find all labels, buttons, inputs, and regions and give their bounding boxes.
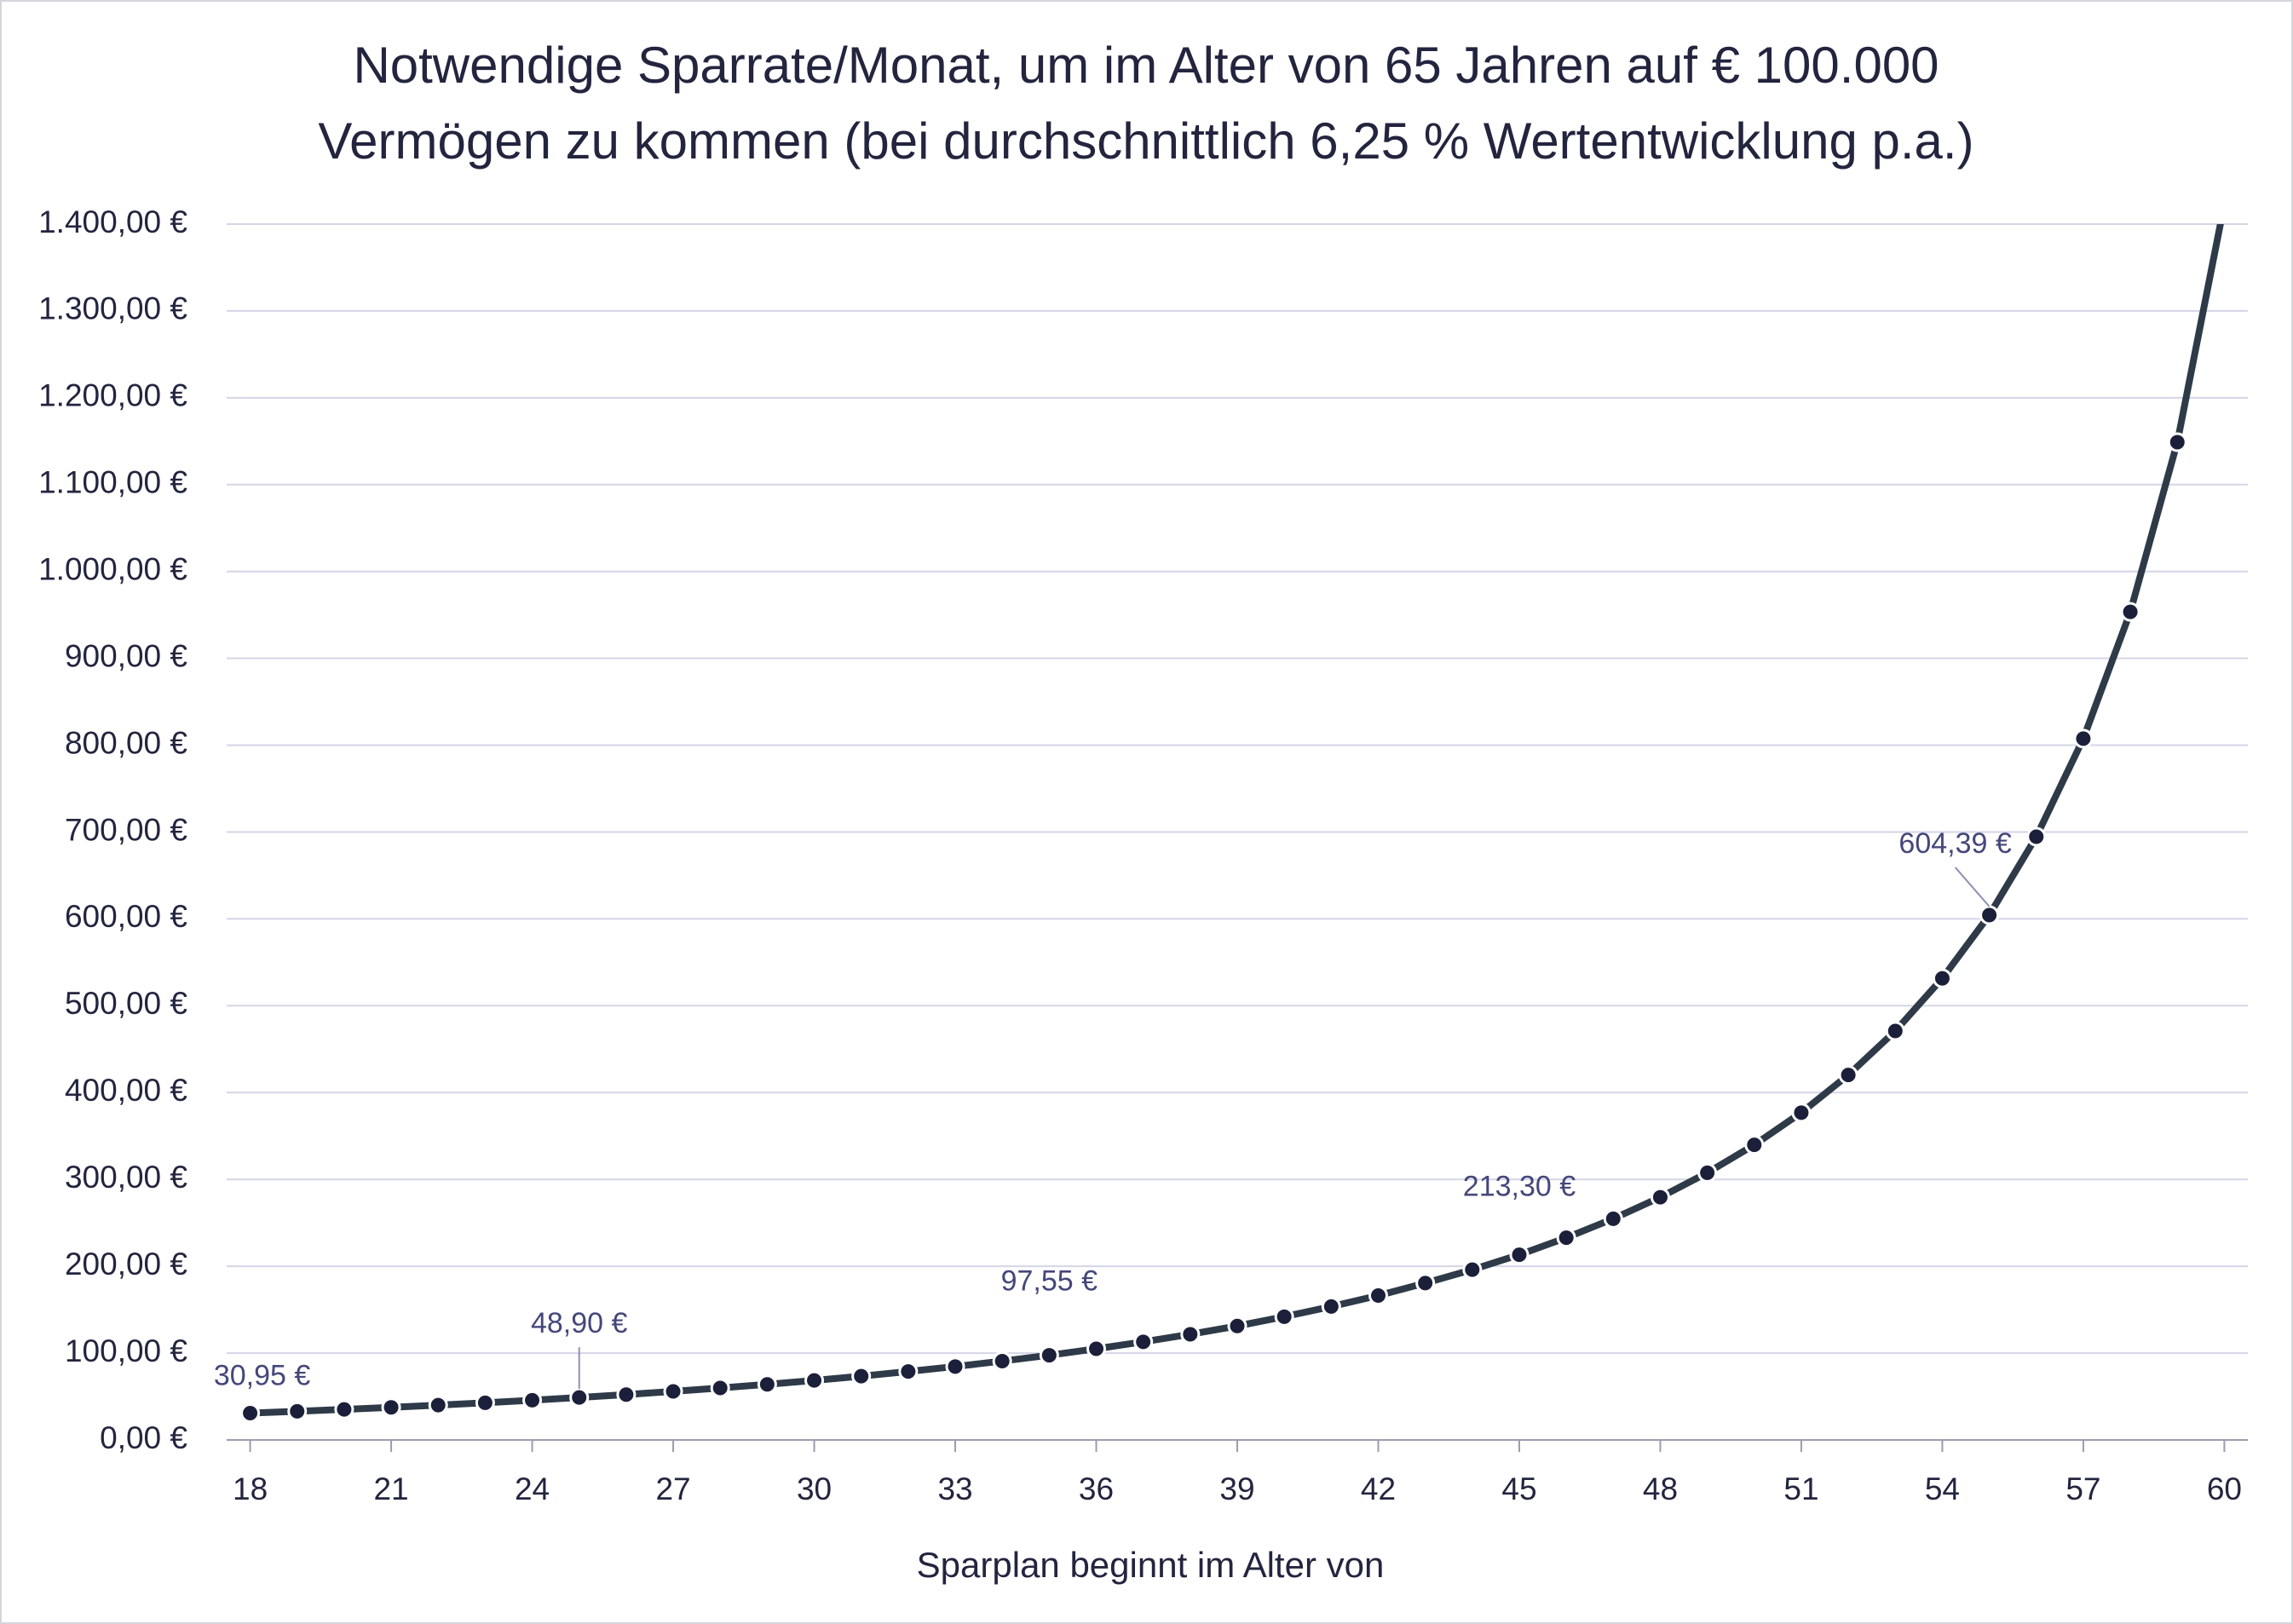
plot-area — [240, 224, 2224, 1423]
marker — [804, 1370, 825, 1391]
x-tick-label: 33 — [937, 1471, 972, 1506]
y-tick-label: 500,00 € — [65, 986, 187, 1021]
chart-title: Notwendige Sparrate/Monat, um im Alter v… — [353, 37, 1939, 94]
marker — [1368, 1285, 1388, 1305]
x-tick-label: 36 — [1079, 1471, 1114, 1506]
marker — [1650, 1187, 1670, 1207]
y-tick-label: 800,00 € — [65, 725, 187, 760]
y-tick-label: 1.300,00 € — [38, 291, 187, 326]
y-tick-label: 300,00 € — [65, 1160, 187, 1195]
y-tick-label: 1.000,00 € — [38, 551, 187, 586]
marker — [851, 1366, 872, 1386]
data-label: 213,30 € — [1463, 1171, 1576, 1203]
x-axis-label: Sparplan beginnt im Alter von — [917, 1545, 1385, 1585]
y-tick-label: 1.200,00 € — [38, 378, 187, 413]
marker — [1885, 1021, 1905, 1041]
marker — [616, 1385, 637, 1405]
x-tick-label: 42 — [1361, 1471, 1396, 1506]
y-tick-label: 1.100,00 € — [38, 465, 187, 500]
marker — [1321, 1296, 1341, 1316]
marker — [2026, 826, 2047, 847]
y-tick-label: 0,00 € — [100, 1420, 187, 1455]
marker — [2167, 432, 2187, 452]
marker — [475, 1392, 495, 1413]
x-tick-label: 39 — [1219, 1471, 1254, 1506]
data-label: 30,95 € — [214, 1359, 311, 1391]
marker — [2120, 602, 2140, 622]
marker — [1133, 1332, 1154, 1352]
marker — [1744, 1135, 1765, 1155]
y-tick-label: 100,00 € — [65, 1333, 187, 1368]
marker — [1415, 1273, 1436, 1293]
marker — [522, 1390, 543, 1410]
x-tick-label: 57 — [2065, 1471, 2100, 1506]
marker — [1932, 968, 1952, 988]
marker — [757, 1374, 777, 1395]
marker — [1462, 1259, 1483, 1280]
leader-line — [1954, 867, 1991, 907]
data-label: 604,39 € — [1898, 827, 2011, 860]
marker — [1227, 1316, 1247, 1336]
x-tick-label: 27 — [655, 1471, 690, 1506]
x-tick-label: 24 — [515, 1471, 550, 1506]
marker — [334, 1399, 354, 1420]
marker — [381, 1397, 401, 1418]
marker — [287, 1401, 308, 1421]
data-label: 97,55 € — [1001, 1265, 1098, 1298]
marker — [663, 1381, 683, 1402]
chart-title: Vermögen zu kommen (bei durchschnittlich… — [318, 112, 1973, 170]
x-tick-label: 54 — [1925, 1471, 1960, 1506]
marker — [945, 1356, 965, 1377]
y-tick-label: 400,00 € — [65, 1073, 187, 1108]
x-tick-label: 18 — [233, 1471, 268, 1506]
marker — [1791, 1103, 1812, 1123]
x-tick-label: 30 — [797, 1471, 832, 1506]
x-tick-label: 21 — [373, 1471, 408, 1506]
marker — [898, 1362, 919, 1382]
marker — [1180, 1324, 1201, 1345]
x-tick-label: 60 — [2207, 1471, 2242, 1506]
y-tick-label: 700,00 € — [65, 812, 187, 847]
x-tick-label: 45 — [1501, 1471, 1536, 1506]
x-tick-label: 48 — [1643, 1471, 1678, 1506]
marker — [1979, 905, 2000, 925]
marker — [1603, 1208, 1623, 1229]
marker — [569, 1387, 590, 1408]
marker — [1039, 1345, 1059, 1366]
y-tick-label: 200,00 € — [65, 1247, 187, 1281]
marker — [240, 1402, 261, 1423]
data-label: 48,90 € — [531, 1307, 628, 1339]
y-tick-label: 1.400,00 € — [38, 204, 187, 239]
marker — [992, 1350, 1012, 1371]
marker — [1509, 1245, 1530, 1265]
x-tick-label: 51 — [1783, 1471, 1818, 1506]
marker — [2073, 728, 2094, 749]
marker — [1697, 1162, 1718, 1183]
marker — [1838, 1065, 1858, 1086]
y-tick-label: 600,00 € — [65, 899, 187, 934]
marker — [1556, 1228, 1576, 1248]
marker — [1086, 1339, 1107, 1359]
marker — [428, 1395, 448, 1415]
marker — [1274, 1306, 1294, 1327]
marker — [710, 1378, 730, 1398]
y-tick-label: 900,00 € — [65, 638, 187, 673]
